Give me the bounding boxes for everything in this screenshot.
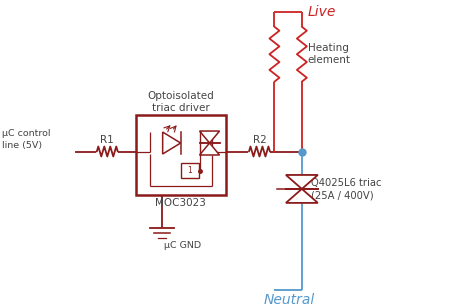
- Bar: [136, 115, 226, 195]
- Text: μC GND: μC GND: [164, 241, 201, 250]
- Text: Live: Live: [308, 5, 336, 19]
- Polygon shape: [286, 189, 318, 203]
- Polygon shape: [286, 175, 318, 189]
- Bar: [181, 164, 199, 178]
- Text: Heating
element: Heating element: [308, 43, 351, 65]
- Polygon shape: [200, 143, 219, 155]
- Text: MOC3023: MOC3023: [155, 198, 206, 208]
- Text: 1: 1: [187, 167, 192, 175]
- Text: μC control
line (5V): μC control line (5V): [2, 130, 51, 150]
- Polygon shape: [163, 132, 181, 154]
- Text: R1: R1: [100, 134, 114, 144]
- Text: Q4025L6 triac
(25A / 400V): Q4025L6 triac (25A / 400V): [311, 178, 382, 200]
- Text: Optoisolated
triac driver: Optoisolated triac driver: [147, 92, 214, 113]
- Text: R2: R2: [253, 134, 266, 144]
- Text: Neutral: Neutral: [264, 293, 315, 304]
- Polygon shape: [200, 131, 219, 143]
